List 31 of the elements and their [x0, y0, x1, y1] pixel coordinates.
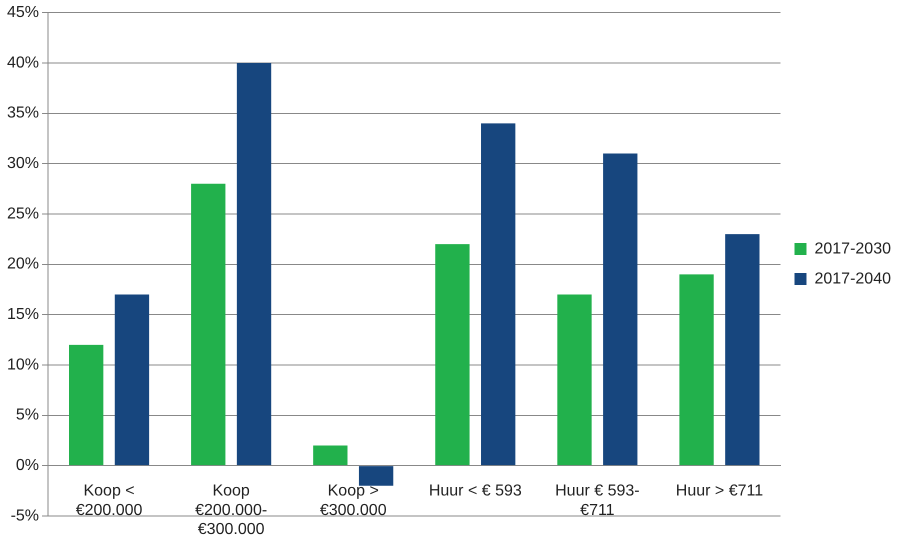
y-tick-label: 20%	[6, 256, 40, 273]
y-tick-label: 35%	[6, 104, 40, 122]
x-tick-label: Koop < €200.000	[76, 482, 143, 519]
x-tick-label: Huur < € 593	[428, 482, 522, 500]
bar	[313, 446, 348, 466]
y-tick-label: 45%	[6, 4, 40, 22]
x-tick-label: Huur > €711	[676, 482, 764, 500]
y-tick-label: 15%	[6, 306, 40, 324]
bar	[69, 344, 104, 466]
x-tick-label: Huur € 593- €711	[555, 482, 640, 519]
y-tick-label: 30%	[6, 155, 40, 172]
bar	[236, 62, 272, 466]
y-tick-label: 40%	[6, 54, 40, 72]
y-tick-label: 10%	[6, 356, 40, 374]
y-tick-label: 5%	[16, 406, 40, 424]
bar	[603, 154, 638, 466]
bar	[358, 466, 394, 486]
x-tick-label: Koop > €300.000	[320, 482, 387, 519]
bar	[725, 234, 760, 466]
legend-label: 2017-2030	[814, 240, 892, 258]
legend-label: 2017-2040	[814, 270, 892, 288]
bar	[481, 123, 516, 466]
bar	[557, 294, 592, 466]
y-tick-label: 25%	[6, 205, 40, 222]
bar	[435, 244, 470, 466]
y-tick-label: 0%	[16, 457, 40, 474]
bar	[191, 184, 226, 466]
bar	[114, 294, 150, 466]
y-tick-label: -5%	[10, 507, 40, 524]
bar	[679, 274, 714, 466]
x-tick-label: Koop €200.000- €300.000	[195, 482, 268, 538]
